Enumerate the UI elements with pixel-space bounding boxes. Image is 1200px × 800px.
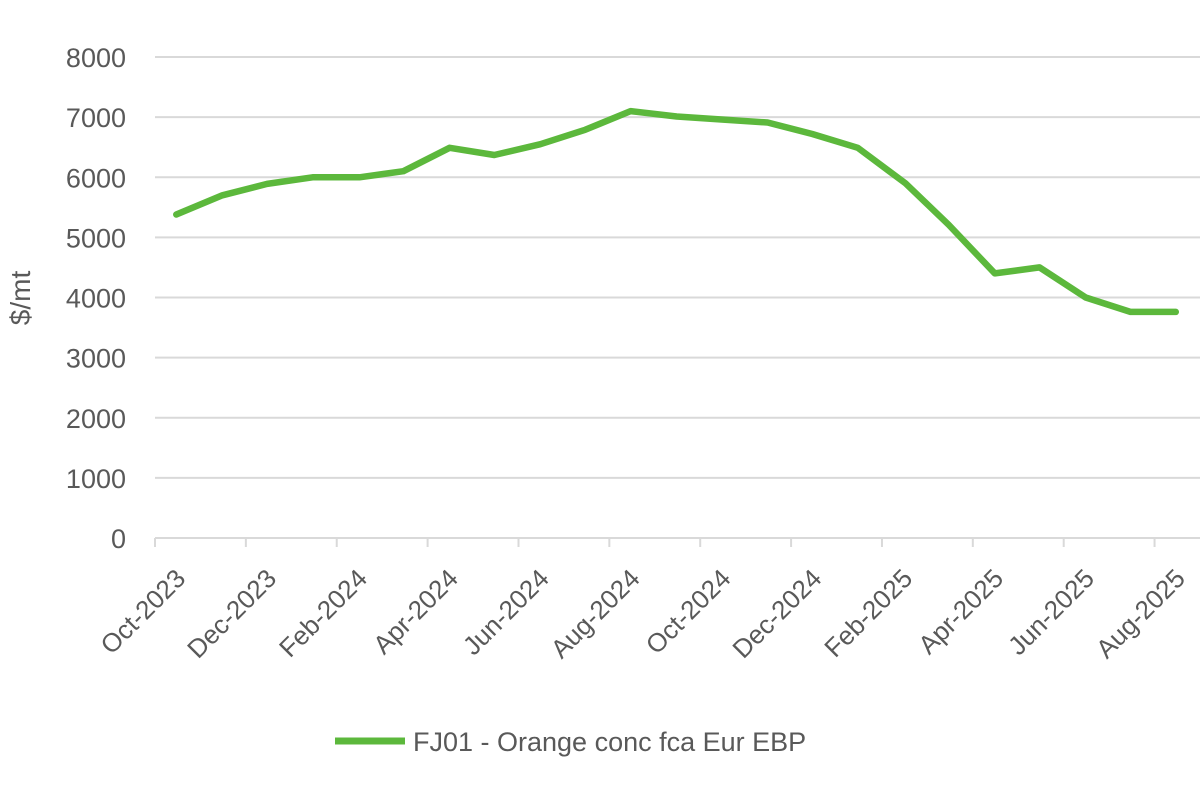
x-tick-label: Feb-2025 <box>818 563 918 663</box>
x-axis-tick-labels: Oct-2023Dec-2023Feb-2024Apr-2024Jun-2024… <box>94 563 1190 664</box>
legend-label: FJ01 - Orange conc fca Eur EBP <box>413 727 806 757</box>
y-axis-label: $/mt <box>5 271 36 326</box>
y-tick-label: 6000 <box>66 163 126 193</box>
x-tick-label: Oct-2024 <box>640 563 737 660</box>
series-line <box>173 107 1180 316</box>
x-tick-label: Aug-2025 <box>1090 563 1191 664</box>
y-tick-label: 7000 <box>66 103 126 133</box>
y-tick-label: 1000 <box>66 464 126 494</box>
y-tick-label: 4000 <box>66 284 126 314</box>
x-tick-label: Dec-2024 <box>726 563 827 664</box>
legend: FJ01 - Orange conc fca Eur EBP <box>335 727 806 757</box>
y-tick-label: 8000 <box>66 43 126 73</box>
y-tick-label: 2000 <box>66 404 126 434</box>
x-tick-label: Feb-2024 <box>273 563 373 663</box>
x-tick-label: Dec-2023 <box>181 563 282 664</box>
series-layer <box>173 107 1180 316</box>
x-axis <box>154 537 1200 547</box>
y-tick-label: 3000 <box>66 344 126 374</box>
y-tick-label: 0 <box>111 524 126 554</box>
y-axis-tick-labels: 0 1000 2000 3000 4000 5000 6000 7000 8000 <box>66 43 126 554</box>
x-tick-label: Apr-2024 <box>367 563 464 660</box>
y-tick-label: 5000 <box>66 223 126 253</box>
x-tick-label: Apr-2025 <box>912 563 1009 660</box>
x-tick-label: Oct-2023 <box>94 563 191 660</box>
x-tick-label: Aug-2024 <box>545 563 646 664</box>
x-tick-label: Jun-2024 <box>457 563 555 661</box>
x-tick-label: Jun-2025 <box>1002 563 1100 661</box>
